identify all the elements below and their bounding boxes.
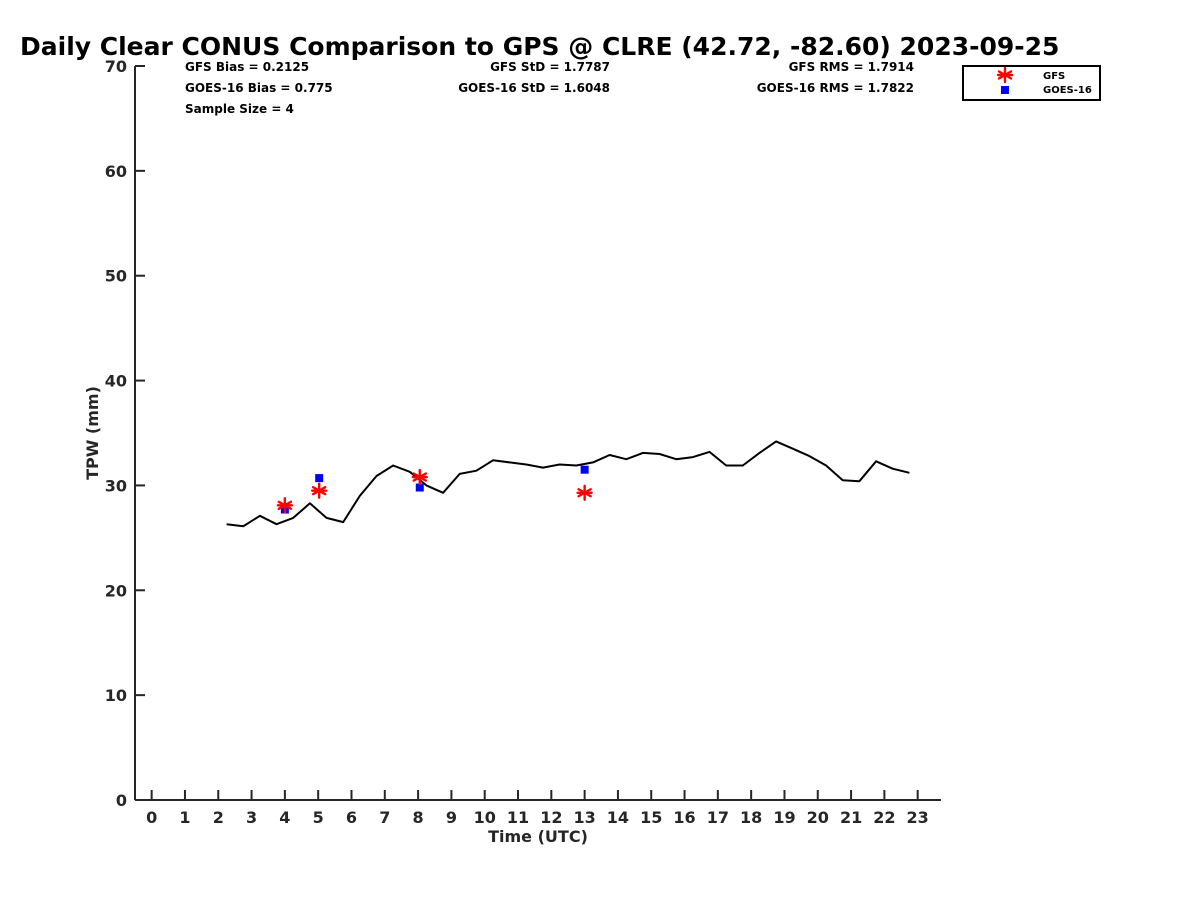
gfs-point — [411, 468, 428, 486]
goes-rms-stat: GOES-16 RMS = 1.7822 — [757, 81, 914, 95]
x-tick-label: 21 — [840, 808, 862, 827]
y-tick-label: 40 — [105, 372, 127, 391]
x-tick-label: 0 — [146, 808, 157, 827]
x-tick-label: 2 — [213, 808, 224, 827]
gfs-std-stat: GFS StD = 1.7787 — [490, 60, 610, 74]
goes16-point — [315, 474, 324, 483]
legend-goes-label: GOES-16 — [1043, 85, 1092, 96]
x-tick-label: 17 — [707, 808, 729, 827]
x-tick-label: 22 — [873, 808, 895, 827]
gfs-point — [576, 484, 593, 501]
y-axis-label: TPW (mm) — [83, 386, 102, 480]
gfs-point — [310, 482, 328, 499]
y-tick-label: 70 — [105, 57, 127, 76]
y-axis-ticks: 0 10 20 30 40 50 60 70 — [105, 57, 145, 810]
gfs-bias-stat: GFS Bias = 0.2125 — [185, 60, 309, 74]
y-tick-label: 20 — [105, 581, 127, 600]
chart-title: Daily Clear CONUS Comparison to GPS @ CL… — [20, 32, 1059, 61]
x-tick-label: 11 — [507, 808, 529, 827]
x-tick-label: 13 — [573, 808, 595, 827]
x-tick-label: 7 — [379, 808, 390, 827]
goes16-point — [580, 465, 589, 474]
y-tick-label: 50 — [105, 267, 127, 286]
x-tick-label: 19 — [773, 808, 795, 827]
x-tick-label: 3 — [246, 808, 257, 827]
x-tick-label: 20 — [807, 808, 829, 827]
x-tick-label: 1 — [179, 808, 190, 827]
x-tick-label: 15 — [640, 808, 662, 827]
x-axis-ticks: 0 1 2 3 4 5 6 7 8 9 10 11 12 13 14 15 16 17 18 19 20 21 22 23 — [146, 790, 929, 827]
legend-gfs-label: GFS — [1043, 71, 1065, 82]
plot-area — [226, 440, 910, 528]
legend-gfs-asterisk — [996, 66, 1014, 84]
legend: GFS GOES-16 — [962, 65, 1101, 101]
x-tick-label: 8 — [413, 808, 424, 827]
x-tick-label: 5 — [313, 808, 324, 827]
x-tick-label: 4 — [279, 808, 290, 827]
legend-box — [962, 65, 1101, 101]
y-tick-label: 60 — [105, 162, 127, 181]
y-tick-label: 30 — [105, 476, 127, 495]
goes-std-stat: GOES-16 StD = 1.6048 — [458, 81, 610, 95]
x-tick-label: 6 — [346, 808, 357, 827]
goes-bias-stat: GOES-16 Bias = 0.775 — [185, 81, 333, 95]
x-tick-label: 12 — [540, 808, 562, 827]
gfs-point — [276, 497, 294, 514]
gps-tpw-line — [226, 440, 910, 528]
x-tick-label: 16 — [673, 808, 695, 827]
legend-gfs-marker — [996, 66, 1014, 84]
y-tick-label: 10 — [105, 686, 127, 705]
goes16-point — [415, 483, 424, 492]
gfs-rms-stat: GFS RMS = 1.7914 — [789, 60, 914, 74]
x-tick-label: 10 — [474, 808, 496, 827]
x-tick-label: 18 — [740, 808, 762, 827]
y-tick-label: 0 — [116, 791, 127, 810]
x-tick-label: 14 — [607, 808, 629, 827]
x-tick-label: 9 — [446, 808, 457, 827]
x-tick-label: 23 — [907, 808, 929, 827]
sample-size-stat: Sample Size = 4 — [185, 102, 294, 116]
x-axis-label: Time (UTC) — [488, 827, 588, 846]
legend-goes-marker — [1001, 86, 1009, 94]
